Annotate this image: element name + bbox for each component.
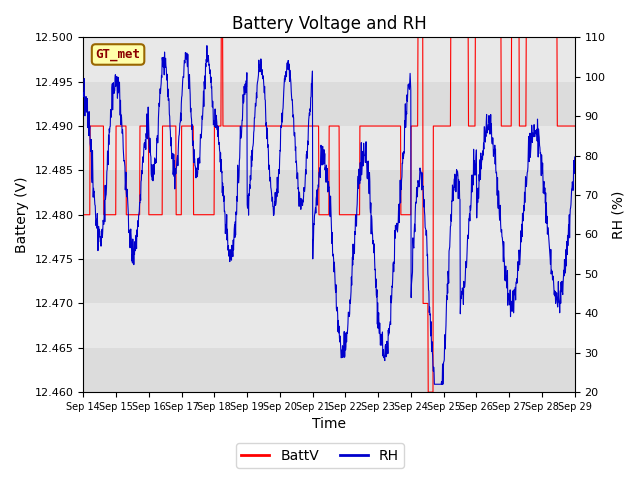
Text: GT_met: GT_met: [95, 48, 141, 61]
Legend: BattV, RH: BattV, RH: [236, 443, 404, 468]
Title: Battery Voltage and RH: Battery Voltage and RH: [232, 15, 426, 33]
Bar: [83, 170, 575, 215]
X-axis label: Time: Time: [312, 418, 346, 432]
Bar: [83, 215, 575, 259]
Bar: [83, 303, 575, 348]
Bar: [83, 259, 575, 303]
Bar: [83, 37, 575, 82]
Y-axis label: Battery (V): Battery (V): [15, 177, 29, 253]
Bar: [83, 126, 575, 170]
Y-axis label: RH (%): RH (%): [611, 191, 625, 239]
Bar: [83, 348, 575, 392]
Bar: [83, 82, 575, 126]
